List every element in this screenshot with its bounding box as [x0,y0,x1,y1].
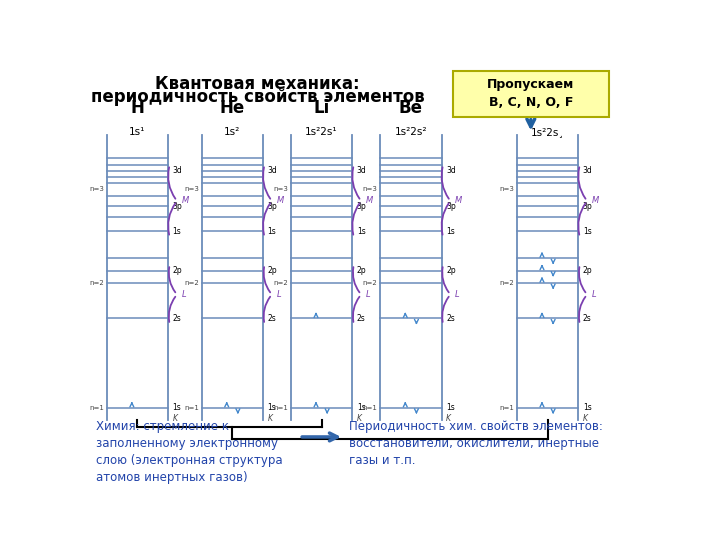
Text: 1s¹: 1s¹ [130,127,145,137]
Text: 3d: 3d [173,166,182,176]
Text: n=3: n=3 [362,186,377,192]
Text: 1s: 1s [173,227,181,235]
Text: 3d: 3d [267,166,277,176]
Text: 3p: 3p [356,201,366,211]
Text: n=2: n=2 [363,280,377,286]
Text: K: K [446,414,451,423]
Text: L: L [366,290,370,299]
Text: 1s²2s¸: 1s²2s¸ [531,127,564,137]
Text: 3d: 3d [582,166,593,176]
Text: 1s: 1s [356,403,366,413]
Text: n=2: n=2 [274,280,288,286]
Text: M: M [276,197,284,206]
Text: 1s²2s²: 1s²2s² [395,127,427,137]
Text: 1s: 1s [267,403,276,413]
Text: 2s: 2s [267,314,276,323]
Text: K: K [173,414,178,423]
Text: Li: Li [313,99,330,117]
Text: 1s: 1s [173,403,181,413]
Text: Химия: стремление к
заполненному электронному
слою (электронная структура
атомов: Химия: стремление к заполненному электро… [96,420,282,484]
Text: n=1: n=1 [499,405,514,411]
Text: He: He [220,99,245,117]
Text: n=2: n=2 [89,280,104,286]
Text: 3p: 3p [267,201,277,211]
Text: 2p: 2p [582,266,593,275]
Text: Квантовая механика:: Квантовая механика: [155,75,360,93]
Text: n=1: n=1 [273,405,288,411]
Text: 2s: 2s [356,314,366,323]
Text: n=3: n=3 [184,186,199,192]
Text: Ne: Ne [535,99,560,117]
Text: n=3: n=3 [89,186,104,192]
Text: 2p: 2p [173,266,182,275]
Text: M: M [366,197,373,206]
Text: n=1: n=1 [362,405,377,411]
Text: 3p: 3p [582,201,593,211]
Text: 2p: 2p [446,266,456,275]
Text: Периодичность хим. свойств элементов:
восстановители, окислители, инертные
газы : Периодичность хим. свойств элементов: во… [349,420,603,467]
Text: 3d: 3d [446,166,456,176]
Text: 2s: 2s [446,314,455,323]
Text: M: M [455,197,462,206]
Text: n=3: n=3 [273,186,288,192]
Text: 1s: 1s [446,227,455,235]
Text: n=2: n=2 [500,280,514,286]
Text: Be: Be [399,99,423,117]
FancyBboxPatch shape [453,71,609,117]
Text: L: L [276,290,281,299]
Text: 1s²: 1s² [224,127,240,137]
Text: 1s: 1s [356,227,366,235]
Text: n=3: n=3 [499,186,514,192]
Text: 1s²2s¹: 1s²2s¹ [305,127,338,137]
Text: 1s: 1s [582,227,591,235]
Text: 1s: 1s [446,403,455,413]
Text: 2p: 2p [267,266,277,275]
Text: 2s: 2s [582,314,591,323]
Text: периодичность свойств элементов: периодичность свойств элементов [91,87,424,106]
Text: L: L [181,290,186,299]
Text: 3p: 3p [446,201,456,211]
Text: n=2: n=2 [184,280,199,286]
Text: K: K [356,414,361,423]
Text: K: K [582,414,588,423]
Text: 1s: 1s [267,227,276,235]
Text: L: L [592,290,596,299]
Text: 1s: 1s [582,403,591,413]
Text: M: M [592,197,599,206]
Text: Пропускаем
B, C, N, O, F: Пропускаем B, C, N, O, F [487,78,575,110]
Text: n=1: n=1 [184,405,199,411]
Text: 3d: 3d [356,166,366,176]
Text: n=1: n=1 [89,405,104,411]
Text: L: L [455,290,459,299]
Text: K: K [267,414,272,423]
Text: 2s: 2s [173,314,181,323]
Text: 3p: 3p [173,201,182,211]
Text: M: M [181,197,189,206]
Text: H: H [130,99,145,117]
Text: 2p: 2p [356,266,366,275]
